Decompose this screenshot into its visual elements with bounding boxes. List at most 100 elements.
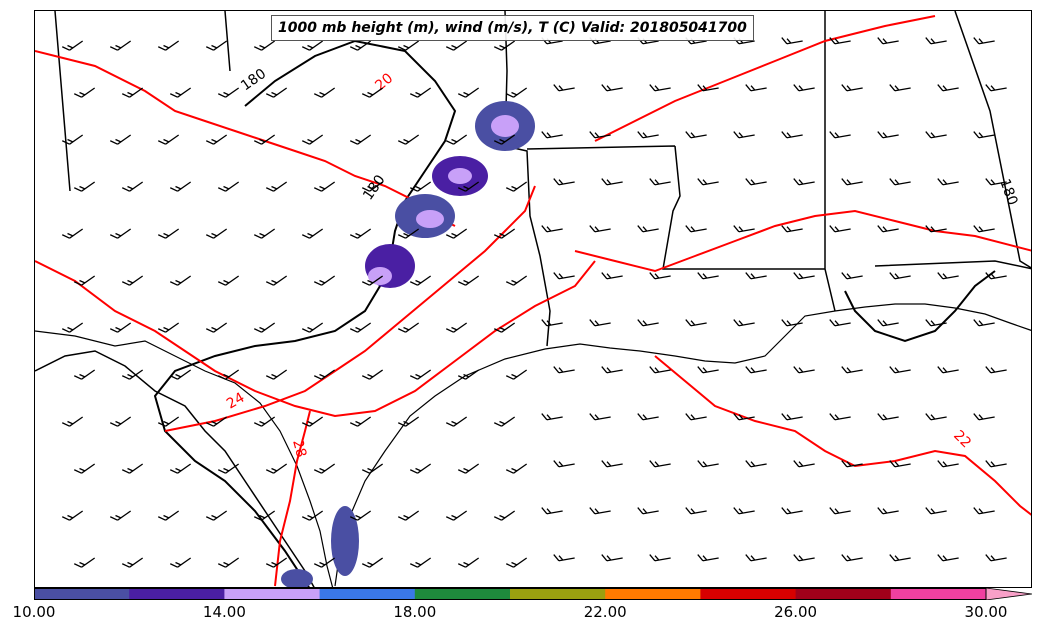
wind-barb <box>493 40 516 51</box>
wind-barb <box>781 413 803 421</box>
wind-barb <box>457 463 480 474</box>
colorbar-tick-label: 10.00 <box>12 603 56 621</box>
colorbar-segment <box>510 588 606 600</box>
colorbar-segment <box>795 588 892 600</box>
wind-barb <box>649 460 671 468</box>
wind-barb <box>61 134 84 145</box>
wind-barb <box>169 87 192 98</box>
wind-barb <box>745 460 767 468</box>
wind-barb <box>121 181 144 192</box>
wind-barb <box>61 416 84 427</box>
wind-barb <box>361 557 384 568</box>
wind-barb <box>925 225 947 233</box>
wind-barb <box>61 322 84 333</box>
wind-barb <box>217 463 240 474</box>
colorbar-tick-label: 18.00 <box>393 603 437 621</box>
wind-barb <box>733 131 755 139</box>
wind-barb <box>253 322 276 333</box>
wind-barb <box>505 557 528 568</box>
wind-barb <box>205 134 228 145</box>
wind-barb <box>985 554 1007 562</box>
wind-barb <box>397 510 420 521</box>
wind-barb <box>253 40 276 51</box>
wind-barb <box>169 557 192 568</box>
colorbar-segment <box>890 588 987 600</box>
height-contour-east <box>844 270 996 343</box>
wind-barb <box>313 369 336 380</box>
wind-barb <box>745 272 767 280</box>
wind-barb <box>265 557 288 568</box>
state-borders <box>54 11 1031 347</box>
wind-barb <box>925 413 947 421</box>
wind-barb <box>793 366 815 374</box>
wind-barb <box>589 131 611 139</box>
wind-barb <box>937 272 959 280</box>
wind-barb <box>205 322 228 333</box>
wind-barb <box>121 87 144 98</box>
wind-barb <box>205 416 228 427</box>
wind-barb <box>637 507 659 515</box>
wind-barb <box>61 40 84 51</box>
wind-barb <box>313 557 336 568</box>
wind-barb <box>697 84 719 92</box>
wind-barb <box>157 134 180 145</box>
wind-barb <box>493 322 516 333</box>
wind-barb <box>505 463 528 474</box>
wind-barb <box>841 460 863 468</box>
wind-barb <box>985 272 1007 280</box>
wind-barb <box>733 225 755 233</box>
wind-barb <box>397 416 420 427</box>
temperature-contour <box>594 15 936 142</box>
wind-barb <box>985 460 1007 468</box>
wind-barb <box>685 319 707 327</box>
wind-barb <box>553 460 575 468</box>
wind-barb <box>649 366 671 374</box>
wind-barb <box>157 510 180 521</box>
wind-barb <box>361 463 384 474</box>
wind-barb <box>313 87 336 98</box>
wind-barbs <box>61 37 1007 568</box>
wind-barb <box>349 40 372 51</box>
wind-barb <box>649 178 671 186</box>
wind-barb <box>493 228 516 239</box>
colorbar <box>34 588 1032 600</box>
wind-barb <box>445 134 468 145</box>
wind-barb <box>589 413 611 421</box>
wind-barb <box>109 510 132 521</box>
wind-barb <box>889 84 911 92</box>
colorbar-extend-arrow <box>985 588 1032 600</box>
wind-barb <box>973 37 995 45</box>
wind-barb <box>781 319 803 327</box>
wind-barb <box>457 275 480 286</box>
wind-barb <box>781 507 803 515</box>
wind-barb <box>937 178 959 186</box>
colorbar-frame <box>34 588 987 600</box>
wind-barb <box>601 84 623 92</box>
wind-barb <box>457 181 480 192</box>
wind-barb <box>925 507 947 515</box>
wind-barb <box>937 84 959 92</box>
colorbar-segment <box>605 588 701 600</box>
wind-barb <box>829 225 851 233</box>
wind-barb <box>829 131 851 139</box>
wind-barb <box>877 131 899 139</box>
map-title: 1000 mb height (m), wind (m/s), T (C) Va… <box>271 15 754 41</box>
wind-barb <box>553 84 575 92</box>
wind-barb <box>205 40 228 51</box>
wind-barb <box>349 228 372 239</box>
wind-barb <box>685 507 707 515</box>
wind-barb <box>649 272 671 280</box>
wind-barb <box>313 275 336 286</box>
wind-barb <box>937 366 959 374</box>
wind-barb <box>745 554 767 562</box>
colorbar-segment <box>319 588 416 600</box>
wind-barb <box>217 87 240 98</box>
rio-grande-border <box>35 350 315 587</box>
wind-barb <box>493 510 516 521</box>
wind-barb <box>505 87 528 98</box>
wind-barb <box>793 460 815 468</box>
wind-barb <box>493 416 516 427</box>
wind-barb <box>73 369 96 380</box>
wind-barb <box>601 366 623 374</box>
wind-barb <box>109 134 132 145</box>
